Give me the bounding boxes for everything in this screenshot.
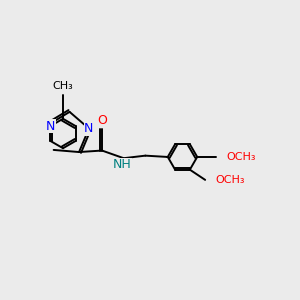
Text: N: N [84, 122, 94, 135]
Text: OCH₃: OCH₃ [227, 152, 256, 162]
Text: N: N [46, 120, 55, 133]
Text: NH: NH [113, 158, 131, 171]
Text: OCH₃: OCH₃ [216, 175, 245, 185]
Text: CH₃: CH₃ [52, 81, 74, 91]
Text: O: O [97, 114, 107, 128]
